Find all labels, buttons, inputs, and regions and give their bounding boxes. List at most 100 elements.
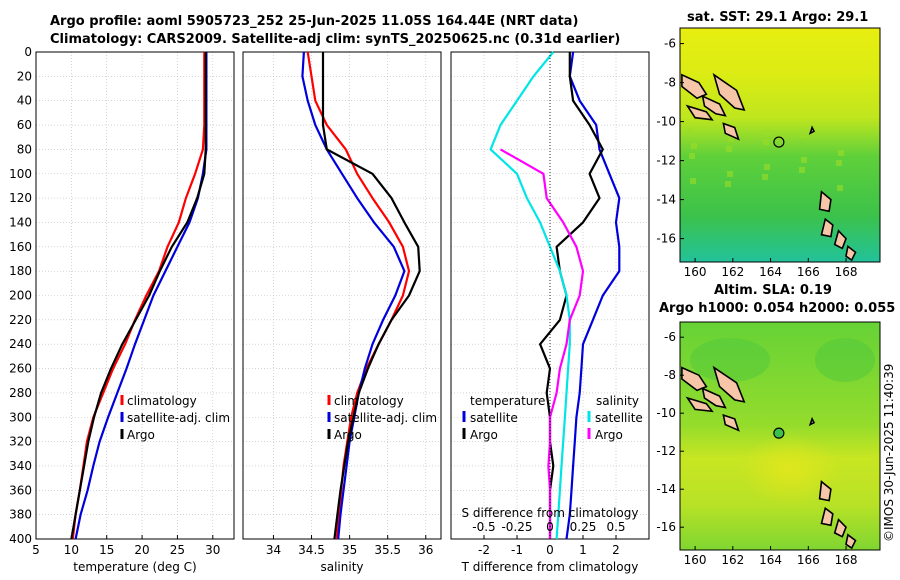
sst-pixel <box>691 143 697 149</box>
x-tick-label: 34 <box>266 543 281 557</box>
island-shape <box>845 244 857 262</box>
sst-pixel <box>762 174 768 180</box>
x-tick-label: 166 <box>797 265 820 279</box>
x-axis-label: temperature (deg C) <box>73 560 196 574</box>
sst-pixel <box>726 146 732 152</box>
salinity-panel: 34 34.5 35 35.5 36 salinity climatology satelli… <box>242 51 442 574</box>
island-shape <box>808 125 816 135</box>
y-tick-label: 320 <box>9 435 32 449</box>
legend-label: Argo <box>334 428 362 442</box>
legend-label: climatology <box>334 394 404 408</box>
x-tick-label: 10 <box>64 543 79 557</box>
x-tick-label: 164 <box>759 265 782 279</box>
y-tick-label: 120 <box>9 191 32 205</box>
y-tick-label: 20 <box>17 69 32 83</box>
x-axis-label: salinity <box>320 560 363 574</box>
x-tick-label: -1 <box>511 543 523 557</box>
top-axis-label: S difference from climatology <box>462 506 639 520</box>
y-tick-label: 0 <box>24 45 32 59</box>
top-tick-label: 0.25 <box>570 520 597 534</box>
sla-map-title: Altim. SLA: 0.19 <box>714 283 832 298</box>
sst-map-title: sat. SST: 29.1 Argo: 29.1 <box>687 10 869 25</box>
y-tick-label: 220 <box>9 313 32 327</box>
y-tick-label: 260 <box>9 362 32 376</box>
x-tick-label: 168 <box>835 553 858 567</box>
y-tick-label: -10 <box>656 406 676 420</box>
series-line-argo <box>70 52 207 540</box>
x-axis-label: T difference from climatology <box>461 560 639 574</box>
y-tick-label: 280 <box>9 386 32 400</box>
x-tick-label: 160 <box>684 553 707 567</box>
series-line-temperature-satellite <box>565 51 621 540</box>
axes-frame <box>242 51 442 540</box>
figure-title-line1: Argo profile: aoml 5905723_252 25-Jun-20… <box>50 14 579 29</box>
sst-pixel <box>765 129 771 135</box>
y-tick-label: 160 <box>9 240 32 254</box>
sla-map: 160 162 164 166 168 -6 -8 -10 -12 -14 -16 <box>656 321 881 567</box>
y-tick-label: 40 <box>17 94 32 108</box>
top-tick-label: -0.5 <box>472 520 495 534</box>
y-tick-label: -12 <box>656 444 676 458</box>
island-shape <box>685 104 714 121</box>
y-tick-label: 400 <box>9 532 32 546</box>
x-tick-label: 168 <box>835 265 858 279</box>
sst-pixel <box>763 139 769 145</box>
top-tick-label: 0.5 <box>606 520 625 534</box>
legend-label: Argo <box>470 428 498 442</box>
island-shape <box>712 72 746 111</box>
x-tick-label: 35.5 <box>374 543 401 557</box>
y-tick-label: -16 <box>656 520 676 534</box>
island-shape <box>681 366 708 392</box>
x-tick-label: 35 <box>342 543 357 557</box>
y-tick-label: 240 <box>9 337 32 351</box>
island-shape <box>820 217 834 238</box>
temperature-panel: 5 10 15 20 25 3002040608010012014016018020022… <box>9 45 235 574</box>
x-tick-label: -2 <box>478 543 490 557</box>
y-tick-label: -6 <box>664 37 676 51</box>
sst-map: 160 162 164 166 168 -6 -8 -10 -12 -14 -16 <box>656 27 881 279</box>
island-shape <box>701 387 727 409</box>
x-tick-label: 30 <box>205 543 220 557</box>
y-tick-label: -6 <box>664 330 676 344</box>
y-tick-label: 340 <box>9 459 32 473</box>
legend-label: Argo <box>127 428 155 442</box>
sst-pixel <box>764 164 770 170</box>
top-tick-label: 0 <box>546 520 554 534</box>
sla-low-anomaly <box>690 338 770 382</box>
sst-pixel <box>688 128 694 134</box>
legend-label: satellite-adj. clim <box>334 411 437 425</box>
axes-frame <box>35 51 235 540</box>
x-tick-label: 36 <box>418 543 433 557</box>
island-shape <box>833 229 847 250</box>
x-tick-label: 164 <box>759 553 782 567</box>
island-shape <box>685 396 714 413</box>
x-tick-label: 162 <box>721 265 744 279</box>
y-tick-label: 300 <box>9 410 32 424</box>
sst-pixel <box>838 150 844 156</box>
sla-map-subtitle: Argo h1000: 0.054 h2000: 0.055 <box>659 301 896 316</box>
y-tick-label: -16 <box>656 232 676 246</box>
legend-label: Argo <box>595 428 623 442</box>
sst-pixel <box>728 136 734 142</box>
y-tick-label: -8 <box>664 76 676 90</box>
series-line-salinity-argo <box>499 148 585 539</box>
x-tick-label: 1 <box>579 543 587 557</box>
y-tick-label: -12 <box>656 154 676 168</box>
sst-pixel <box>690 178 696 184</box>
y-tick-label: 360 <box>9 483 32 497</box>
x-tick-label: 2 <box>612 543 620 557</box>
y-tick-label: 60 <box>17 118 32 132</box>
y-tick-label: -14 <box>656 482 676 496</box>
sst-pixel <box>725 181 731 187</box>
legend-label: satellite-adj. clim <box>127 411 230 425</box>
map-field <box>680 28 880 262</box>
y-tick-label: 180 <box>9 264 32 278</box>
difference-panel: -2 -1 0 1 2 T difference from climatology S di… <box>450 51 650 574</box>
y-tick-label: 80 <box>17 142 32 156</box>
island-shape <box>845 533 857 550</box>
x-tick-label: 34.5 <box>298 543 325 557</box>
map-frame <box>679 321 881 551</box>
map-frame <box>679 27 881 263</box>
legend-label: satellite <box>595 411 643 425</box>
